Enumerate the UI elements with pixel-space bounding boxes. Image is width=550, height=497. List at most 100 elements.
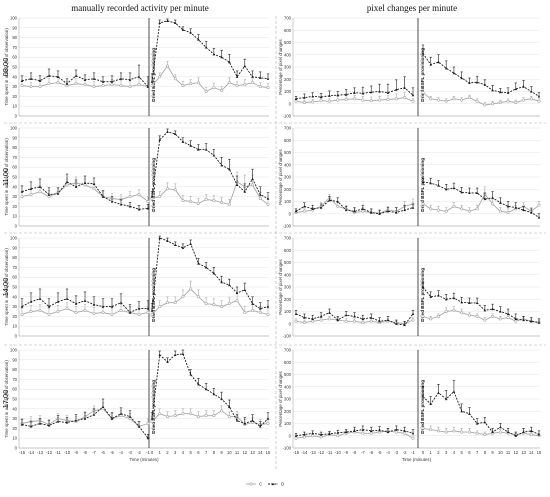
point-C — [235, 84, 239, 88]
point-D — [251, 302, 254, 305]
point-D — [353, 315, 356, 318]
point-C — [227, 302, 231, 306]
point-D — [319, 315, 323, 318]
point-D — [92, 303, 96, 306]
point-D — [369, 90, 373, 94]
series-line-D — [151, 20, 269, 82]
x-tick-label: 5 — [460, 450, 463, 455]
point-C — [319, 435, 323, 439]
point-C — [394, 430, 398, 434]
point-D — [483, 197, 487, 201]
point-D — [258, 76, 262, 79]
point-D — [336, 93, 340, 97]
point-C — [212, 199, 216, 203]
point-C — [411, 318, 415, 322]
point-C — [467, 209, 471, 213]
panel-pixel-1400: -100 0 100 200 300 400 500 600 700 Dried BSFL pro… — [278, 236, 541, 339]
point-C — [181, 84, 185, 88]
point-D — [437, 294, 440, 297]
point-D — [444, 187, 448, 191]
point-D — [522, 208, 525, 212]
point-D — [311, 317, 315, 320]
x-tick-label: 3 — [445, 450, 448, 455]
y-tick-label: 100 — [10, 126, 18, 131]
point-C — [475, 314, 479, 318]
point-C — [336, 98, 340, 102]
point-C — [436, 429, 440, 433]
point-C — [361, 98, 365, 102]
point-C — [361, 209, 365, 213]
series-line-C — [151, 410, 269, 426]
point-D — [491, 430, 494, 434]
point-D — [411, 206, 415, 209]
y-tick-label: 30 — [12, 194, 17, 199]
y-tick-label: 90 — [12, 135, 17, 140]
point-D — [258, 193, 262, 196]
point-C — [475, 99, 479, 103]
x-tick-label: 1 — [159, 450, 162, 455]
point-C — [20, 195, 24, 199]
point-D — [65, 297, 69, 300]
point-D — [294, 312, 298, 316]
point-C — [92, 311, 96, 315]
panel-activity-0800: 0 10 20 30 40 50 60 70 80 90 100 Dried BSFL provisi… — [1, 16, 270, 119]
y-axis-label: Percentage of pixel changes — [278, 38, 283, 94]
y-tick-label: 90 — [12, 357, 17, 362]
point-C — [498, 209, 502, 213]
y-tick-label: 20 — [12, 314, 17, 319]
point-D — [166, 360, 169, 363]
point-D — [212, 154, 216, 157]
point-D — [158, 21, 162, 24]
point-C — [460, 311, 464, 315]
y-tick-label: 0 — [289, 321, 292, 326]
point-D — [150, 417, 154, 420]
point-D — [243, 190, 247, 193]
point-C — [165, 415, 169, 419]
point-C — [452, 97, 456, 101]
point-C — [403, 96, 407, 100]
y-tick-label: 70 — [12, 45, 17, 50]
point-D — [128, 78, 132, 81]
point-C — [220, 89, 224, 93]
point-C — [460, 207, 464, 211]
y-tick-label: 500 — [284, 260, 292, 265]
point-C — [74, 82, 78, 86]
point-D — [65, 82, 69, 85]
y-tick-label: 50 — [12, 285, 17, 290]
point-D — [460, 301, 463, 304]
point-C — [150, 420, 154, 424]
point-D — [378, 212, 381, 215]
point-D — [522, 85, 525, 88]
point-D — [411, 312, 415, 316]
x-tick-label: -15 — [19, 450, 26, 455]
y-tick-label: 300 — [284, 397, 292, 402]
point-D — [475, 422, 479, 425]
point-D — [499, 90, 502, 94]
series-line-D — [151, 131, 269, 199]
series-line-C — [151, 181, 269, 205]
point-D — [258, 425, 262, 428]
point-C — [411, 436, 415, 440]
point-D — [181, 28, 185, 31]
point-C — [189, 287, 193, 291]
point-C — [352, 319, 356, 323]
point-C — [165, 64, 169, 68]
point-C — [491, 314, 495, 318]
y-tick-label: 300 — [284, 65, 292, 70]
x-tick-label: 9 — [491, 450, 494, 455]
y-axis-label: Time spent in activity (% of observation… — [4, 248, 9, 326]
y-tick-label: -100 — [283, 446, 292, 451]
y-tick-label: 90 — [12, 245, 17, 250]
y-tick-label: 0 — [15, 114, 18, 119]
point-D — [181, 140, 185, 143]
point-D — [529, 211, 533, 214]
point-C — [38, 190, 42, 194]
point-D — [514, 434, 518, 437]
y-tick-label: 400 — [284, 52, 292, 57]
point-C — [196, 295, 200, 299]
x-tick-label: -1 — [146, 450, 150, 455]
point-C — [522, 98, 526, 102]
point-C — [327, 317, 331, 321]
point-D — [336, 431, 340, 434]
